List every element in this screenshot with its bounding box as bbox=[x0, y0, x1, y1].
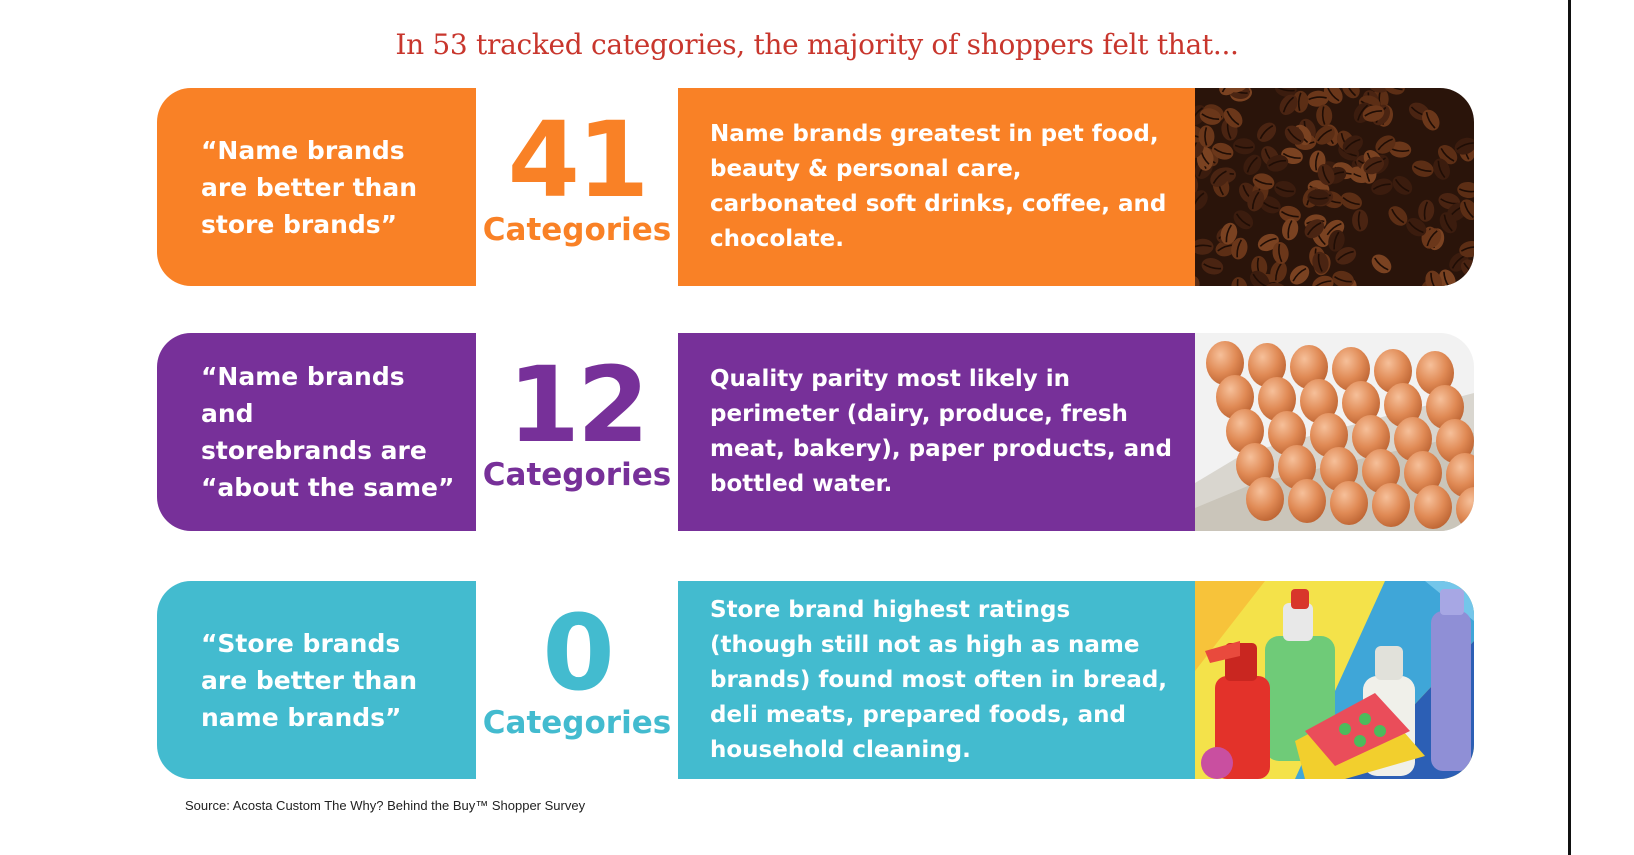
detail-text: Quality parity most likely in perimeter … bbox=[678, 333, 1195, 531]
quote-box: “Name brands are better than store brand… bbox=[157, 88, 476, 286]
source-note: Source: Acosta Custom The Why? Behind th… bbox=[185, 798, 586, 813]
quote-box: “Name brands and storebrands are “about … bbox=[157, 333, 476, 531]
stat-block: 0 Categories bbox=[476, 581, 678, 779]
cleaning-products-photo bbox=[1195, 581, 1474, 779]
category-unit-label: Categories bbox=[482, 212, 672, 248]
eggs-in-carton-photo bbox=[1195, 333, 1474, 531]
stat-block: 41 Categories bbox=[476, 88, 678, 286]
category-unit-label: Categories bbox=[482, 705, 672, 741]
stat-block: 12 Categories bbox=[476, 333, 678, 531]
category-row-name-brands-better: “Name brands are better than store brand… bbox=[157, 88, 1474, 286]
page-edge-rule bbox=[1568, 0, 1571, 855]
category-count: 41 bbox=[507, 99, 650, 221]
detail-text: Store brand highest ratings (though stil… bbox=[678, 581, 1195, 779]
category-count: 12 bbox=[507, 344, 650, 466]
quote-box: “Store brands are better than name brand… bbox=[157, 581, 476, 779]
category-row-store-brands-better: “Store brands are better than name brand… bbox=[157, 581, 1474, 779]
coffee-beans-photo bbox=[1195, 88, 1474, 286]
category-count: 0 bbox=[542, 592, 614, 714]
category-unit-label: Categories bbox=[482, 457, 672, 493]
detail-text: Name brands greatest in pet food, beauty… bbox=[678, 88, 1195, 286]
headline: In 53 tracked categories, the majority o… bbox=[395, 28, 1239, 61]
category-row-about-the-same: “Name brands and storebrands are “about … bbox=[157, 333, 1474, 531]
